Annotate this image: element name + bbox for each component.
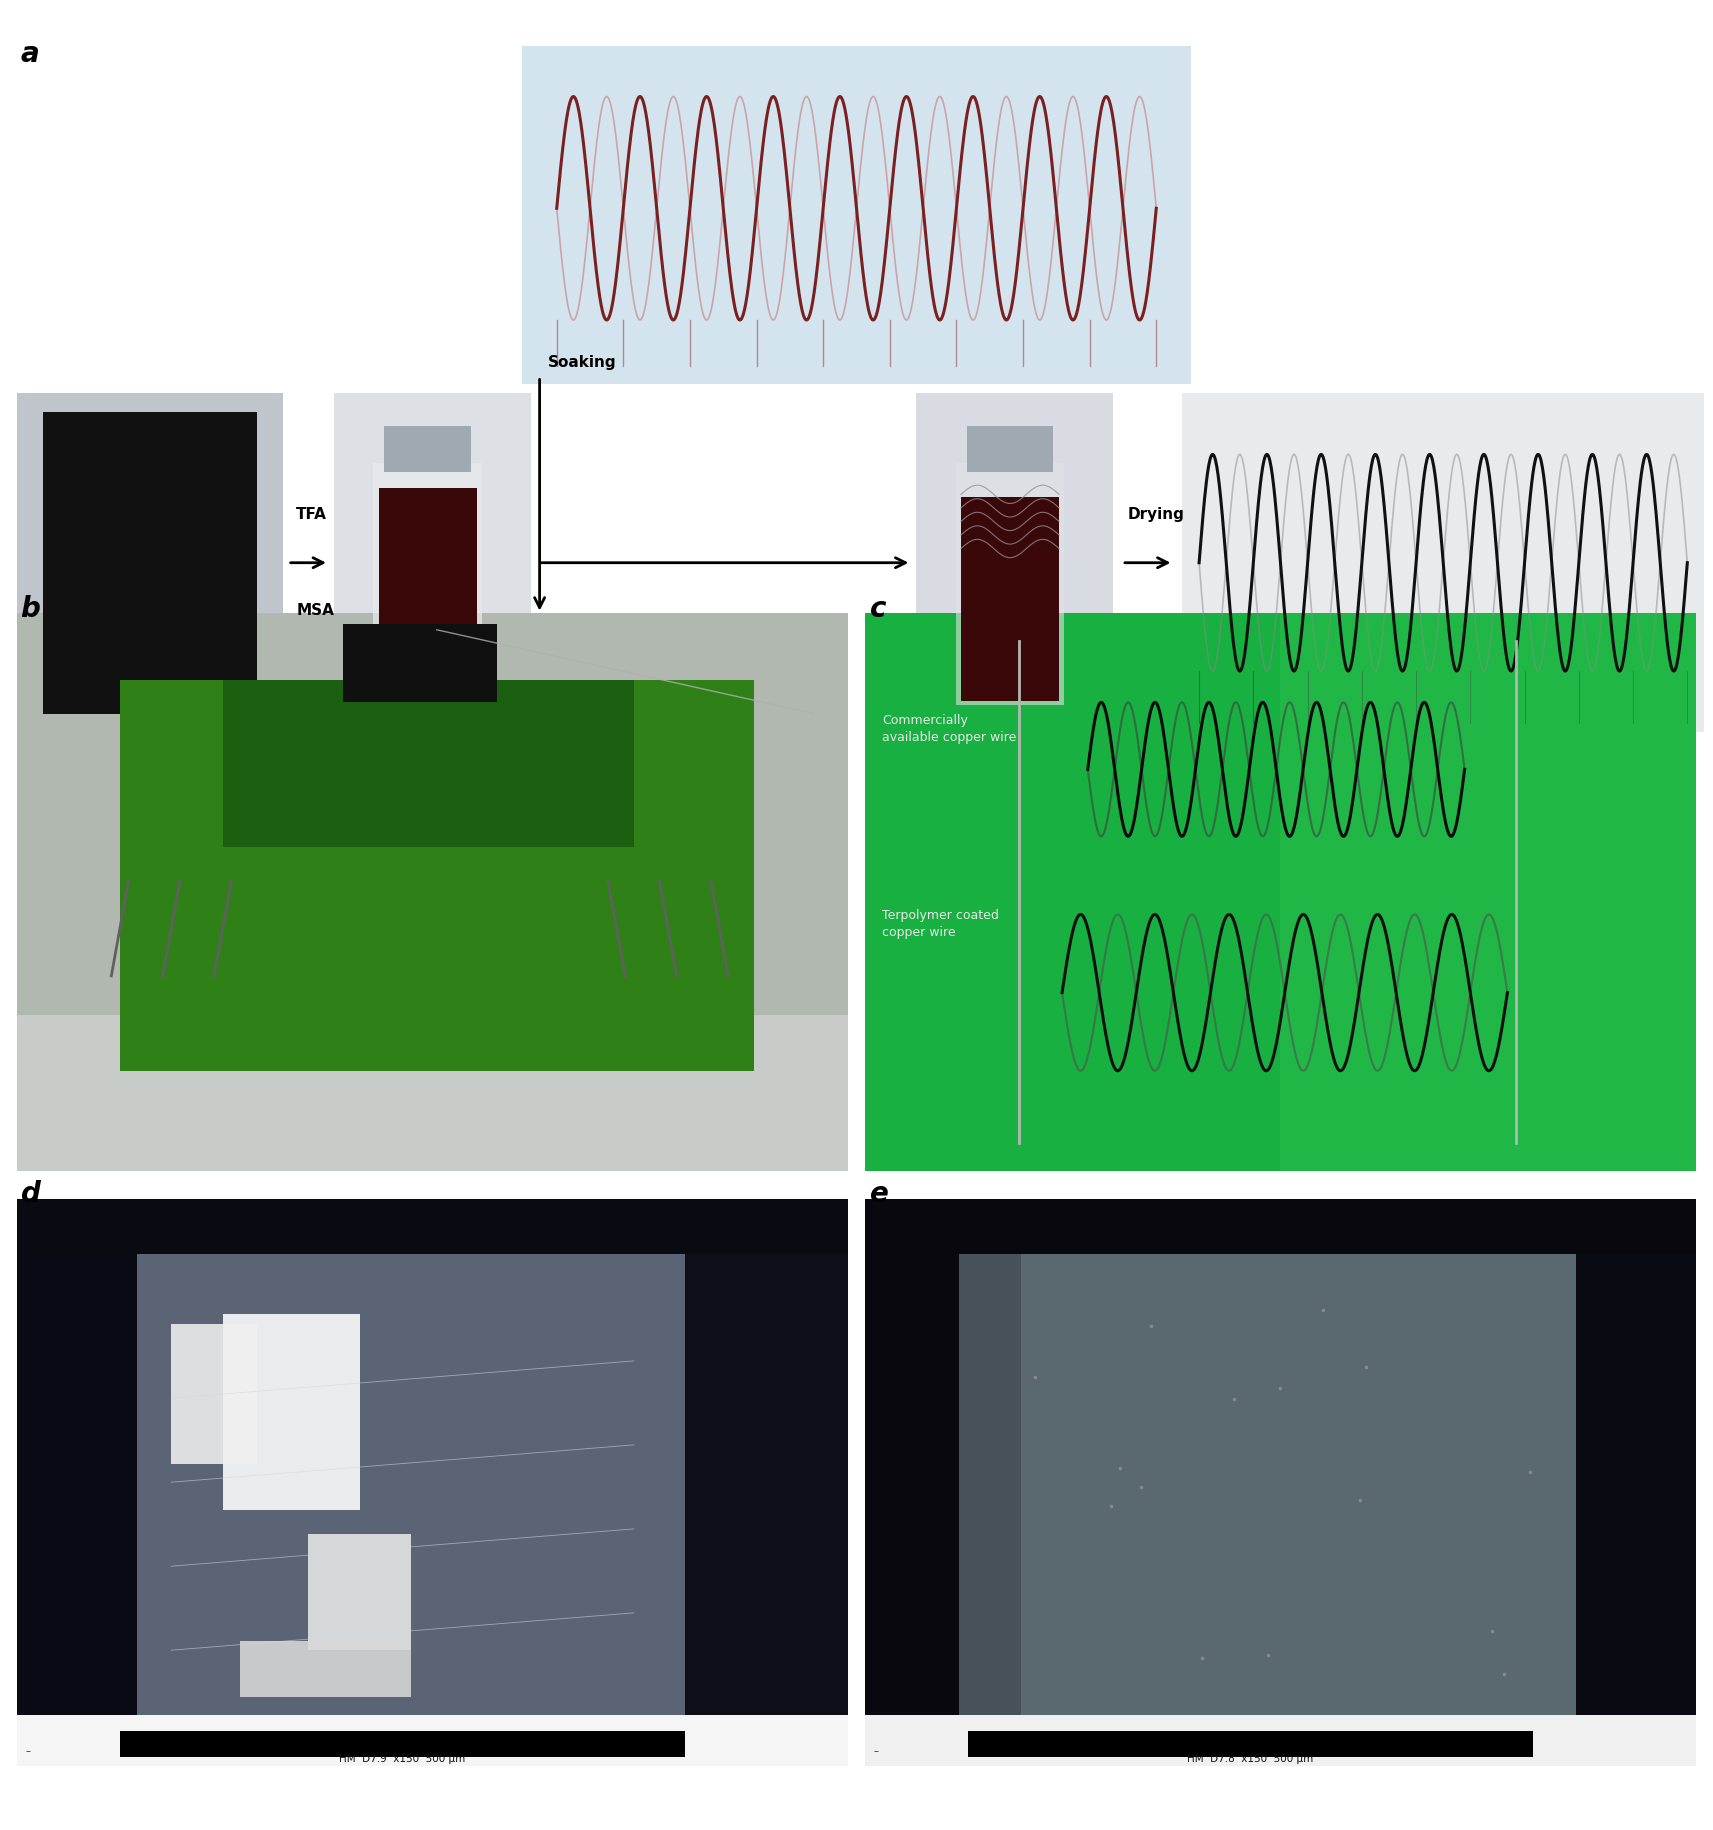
Bar [17, 613, 848, 1171]
Text: –: – [874, 1746, 879, 1757]
Bar [384, 426, 471, 472]
Text: e: e [870, 1180, 889, 1208]
Bar [865, 1254, 959, 1720]
Bar [522, 46, 1191, 384]
Bar [223, 681, 634, 847]
Bar [1182, 393, 1704, 732]
Text: d: d [21, 1180, 41, 1208]
Bar [308, 1534, 411, 1651]
Bar [373, 463, 481, 705]
Bar [17, 1254, 137, 1720]
Bar [865, 613, 1696, 1171]
Bar [966, 426, 1053, 472]
Bar [223, 1314, 360, 1510]
Bar [17, 393, 283, 732]
Bar [961, 496, 1059, 701]
Bar [137, 1254, 685, 1720]
Bar [959, 1254, 1576, 1720]
Text: MSA: MSA [296, 604, 334, 619]
Bar [171, 1323, 257, 1464]
Bar [343, 624, 497, 703]
Bar [43, 412, 257, 714]
Bar [120, 681, 754, 1071]
Text: Commercially
available copper wire: Commercially available copper wire [882, 714, 1016, 743]
Bar [1576, 1254, 1696, 1720]
Text: HM  D7.8  x150  500 μm: HM D7.8 x150 500 μm [1187, 1755, 1314, 1764]
Bar [17, 1199, 848, 1766]
Bar [334, 393, 531, 732]
Bar [17, 1016, 848, 1171]
Text: a: a [21, 40, 39, 68]
Bar [865, 1199, 1696, 1766]
Text: Soaking: Soaking [548, 355, 617, 370]
Bar [956, 463, 1064, 705]
Text: TFA: TFA [296, 507, 327, 522]
Bar [17, 1715, 848, 1766]
Text: b: b [21, 595, 41, 622]
Bar [240, 1642, 411, 1696]
Bar [120, 1731, 685, 1757]
Bar [968, 1731, 1533, 1757]
Bar [384, 690, 471, 705]
Text: –: – [26, 1746, 31, 1757]
Bar [379, 489, 476, 701]
Bar [865, 1715, 1696, 1766]
Bar [685, 1254, 848, 1720]
Text: Terpolymer coated
copper wire: Terpolymer coated copper wire [882, 910, 999, 939]
Text: HM  D7.9  x150  500 μm: HM D7.9 x150 500 μm [339, 1755, 466, 1764]
Bar [959, 1254, 1021, 1720]
Bar [1281, 613, 1696, 1171]
Text: c: c [870, 595, 887, 622]
Text: Drying: Drying [1127, 507, 1184, 522]
Bar [916, 393, 1113, 732]
